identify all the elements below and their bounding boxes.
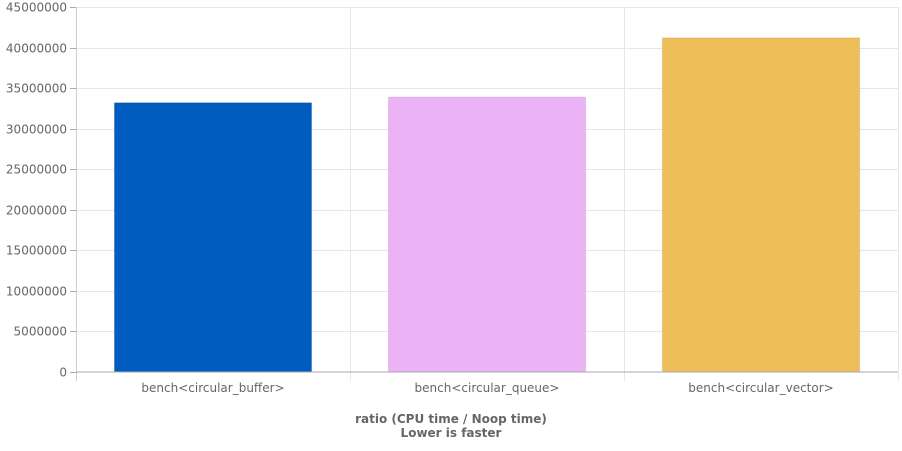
y-tick-label: 45000000 (6, 1, 67, 15)
bar[interactable] (661, 37, 861, 373)
bars (113, 37, 861, 373)
y-tick-label: 30000000 (6, 123, 67, 137)
y-tick-label: 15000000 (6, 244, 67, 258)
y-tick-label: 5000000 (14, 325, 67, 339)
bar[interactable] (113, 102, 313, 373)
chart-title: ratio (CPU time / Noop time) (355, 412, 547, 426)
bar[interactable] (387, 96, 587, 373)
y-tick-label: 10000000 (6, 285, 67, 299)
y-tick-label: 20000000 (6, 204, 67, 218)
x-axis-labels: bench<circular_buffer> bench<circular_que… (141, 381, 833, 395)
x-tick-label: bench<circular_queue> (415, 381, 560, 395)
y-tick-label: 25000000 (6, 163, 67, 177)
y-tick-label: 35000000 (6, 82, 67, 96)
y-tick-label: 40000000 (6, 42, 67, 56)
x-tick-label: bench<circular_vector> (688, 381, 833, 395)
chart-subtitle: Lower is faster (401, 426, 502, 440)
y-axis-ticks: 0 5000000 10000000 15000000 20000000 25000000… (6, 1, 67, 380)
y-tick-label: 0 (59, 366, 67, 380)
x-tick-label: bench<circular_buffer> (141, 381, 284, 395)
